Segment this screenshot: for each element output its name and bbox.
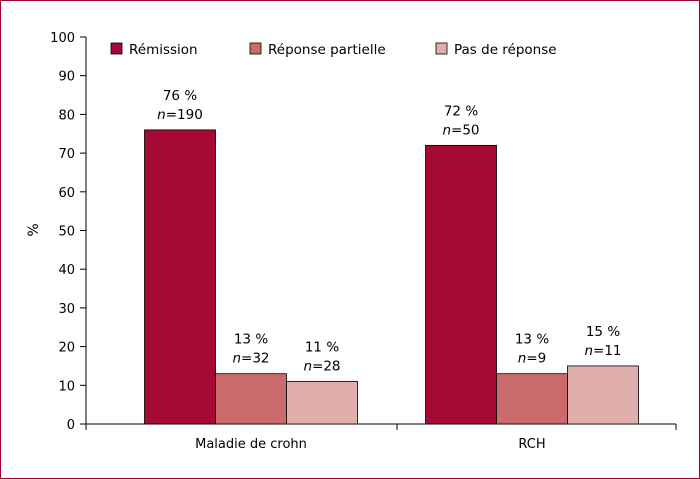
y-tick-label: 60 xyxy=(58,186,75,201)
bar-r-mission xyxy=(425,144,497,425)
y-axis-label: % xyxy=(26,223,42,236)
bar-n-label: n=28 xyxy=(303,358,340,374)
legend-label: Réponse partielle xyxy=(268,42,386,58)
y-tick-label: 50 xyxy=(58,225,75,240)
bar-n-label: n=9 xyxy=(518,351,546,367)
legend-swatch xyxy=(110,42,123,55)
bar-percent-label: 72 % xyxy=(444,103,478,119)
y-tick-label: 20 xyxy=(58,341,75,356)
x-category-label: Maladie de crohn xyxy=(195,437,307,452)
bar-pas-de-r-ponse xyxy=(567,365,639,425)
y-tick-label: 100 xyxy=(50,31,75,46)
y-tick-label: 70 xyxy=(58,147,75,162)
bar-n-label: n=190 xyxy=(157,107,203,123)
y-tick-label: 0 xyxy=(67,418,75,433)
bar-n-label: n=32 xyxy=(232,351,269,367)
bar-percent-label: 13 % xyxy=(234,332,268,348)
legend-label: Pas de réponse xyxy=(454,42,557,58)
y-tick-label: 80 xyxy=(58,108,75,123)
bar-r-mission xyxy=(144,129,216,425)
bar-percent-label: 13 % xyxy=(515,332,549,348)
bars xyxy=(144,129,639,425)
bar-percent-label: 15 % xyxy=(586,324,620,340)
y-tick-label: 90 xyxy=(58,70,75,85)
x-category-label: RCH xyxy=(518,437,545,452)
y-tick-label: 40 xyxy=(58,263,75,278)
bar-r-ponse-partielle xyxy=(496,373,568,425)
legend-label: Rémission xyxy=(129,42,198,58)
legend-swatch xyxy=(249,42,262,55)
y-tick-label: 10 xyxy=(58,379,75,394)
bar-percent-label: 11 % xyxy=(305,339,339,355)
y-tick-label: 30 xyxy=(58,302,75,317)
legend: Rémission Réponse partielle Pas de réponse xyxy=(110,42,557,58)
legend-swatch xyxy=(435,42,448,55)
bar-pas-de-r-ponse xyxy=(286,381,358,425)
data-labels: 76 % n=190 13 % n=32 11 % n=28 72 % n=50 13 % n=9… xyxy=(157,88,621,375)
bar-n-label: n=11 xyxy=(584,343,621,359)
bar-r-ponse-partielle xyxy=(215,373,287,425)
bar-percent-label: 76 % xyxy=(163,88,197,104)
bar-n-label: n=50 xyxy=(442,122,479,138)
